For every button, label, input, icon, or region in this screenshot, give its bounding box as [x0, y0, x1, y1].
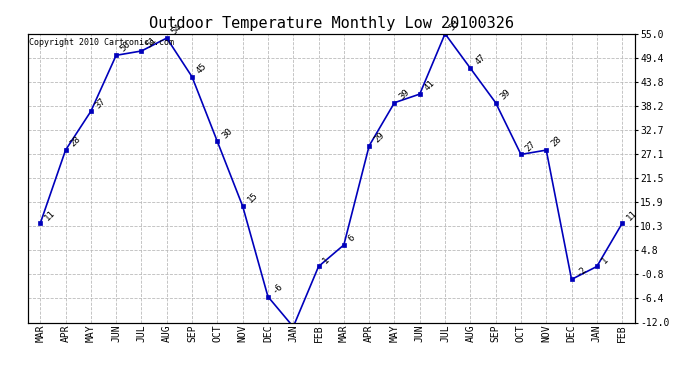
Text: -13: -13: [0, 374, 1, 375]
Text: 6: 6: [346, 233, 357, 243]
Text: 55: 55: [448, 18, 462, 32]
Text: 15: 15: [246, 191, 259, 205]
Text: 30: 30: [220, 126, 234, 140]
Text: 1: 1: [322, 255, 331, 265]
Title: Outdoor Temperature Monthly Low 20100326: Outdoor Temperature Monthly Low 20100326: [149, 16, 513, 31]
Text: 29: 29: [372, 130, 386, 144]
Text: 39: 39: [397, 87, 411, 101]
Text: 45: 45: [195, 62, 209, 75]
Text: 28: 28: [68, 135, 82, 149]
Text: 11: 11: [43, 208, 57, 222]
Text: 54: 54: [170, 23, 184, 37]
Text: 51: 51: [144, 36, 158, 50]
Text: 41: 41: [422, 79, 437, 93]
Text: 11: 11: [625, 208, 639, 222]
Text: -2: -2: [574, 264, 589, 278]
Text: 50: 50: [119, 40, 133, 54]
Text: 47: 47: [473, 53, 487, 67]
Text: -6: -6: [270, 281, 285, 295]
Text: 1: 1: [600, 255, 610, 265]
Text: 37: 37: [94, 96, 108, 110]
Text: 27: 27: [524, 139, 538, 153]
Text: 28: 28: [549, 135, 563, 149]
Text: 39: 39: [498, 87, 513, 101]
Text: Copyright 2010 Cartronics.com: Copyright 2010 Cartronics.com: [29, 38, 174, 47]
